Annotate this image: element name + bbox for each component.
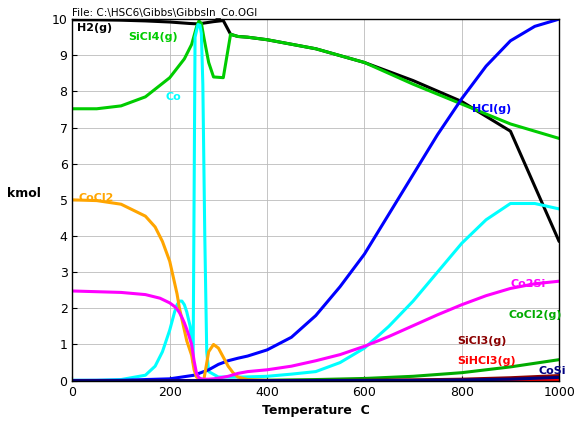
Text: SiCl3(g): SiCl3(g)	[457, 336, 506, 346]
Text: H2(g): H2(g)	[77, 23, 112, 33]
Text: Co: Co	[166, 92, 182, 102]
Text: CoSi: CoSi	[539, 365, 566, 376]
Text: CoCl2: CoCl2	[78, 193, 113, 203]
Text: HCl(g): HCl(g)	[471, 104, 511, 114]
X-axis label: Temperature  C: Temperature C	[262, 404, 370, 417]
Text: File: C:\HSC6\Gibbs\GibbsIn_Co.OGI: File: C:\HSC6\Gibbs\GibbsIn_Co.OGI	[72, 7, 258, 18]
Y-axis label: kmol: kmol	[7, 187, 41, 200]
Text: CoCl2(g): CoCl2(g)	[508, 310, 562, 320]
Text: SiHCl3(g): SiHCl3(g)	[457, 356, 516, 366]
Text: SiCl4(g): SiCl4(g)	[129, 32, 178, 42]
Text: Co2Si: Co2Si	[510, 279, 546, 289]
